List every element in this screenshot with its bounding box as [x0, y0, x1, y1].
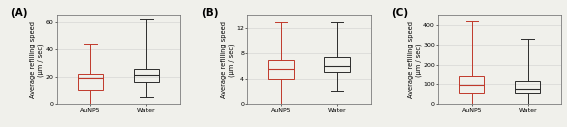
Y-axis label: Average refilling speed
(μm / sec): Average refilling speed (μm / sec)	[31, 21, 44, 98]
Text: (B): (B)	[201, 8, 218, 18]
Text: (A): (A)	[10, 8, 27, 18]
Text: (C): (C)	[391, 8, 409, 18]
Y-axis label: Average refilling speed
(μm / sec): Average refilling speed (μm / sec)	[408, 21, 422, 98]
Y-axis label: Average refilling speed
(μm / sec): Average refilling speed (μm / sec)	[221, 21, 235, 98]
